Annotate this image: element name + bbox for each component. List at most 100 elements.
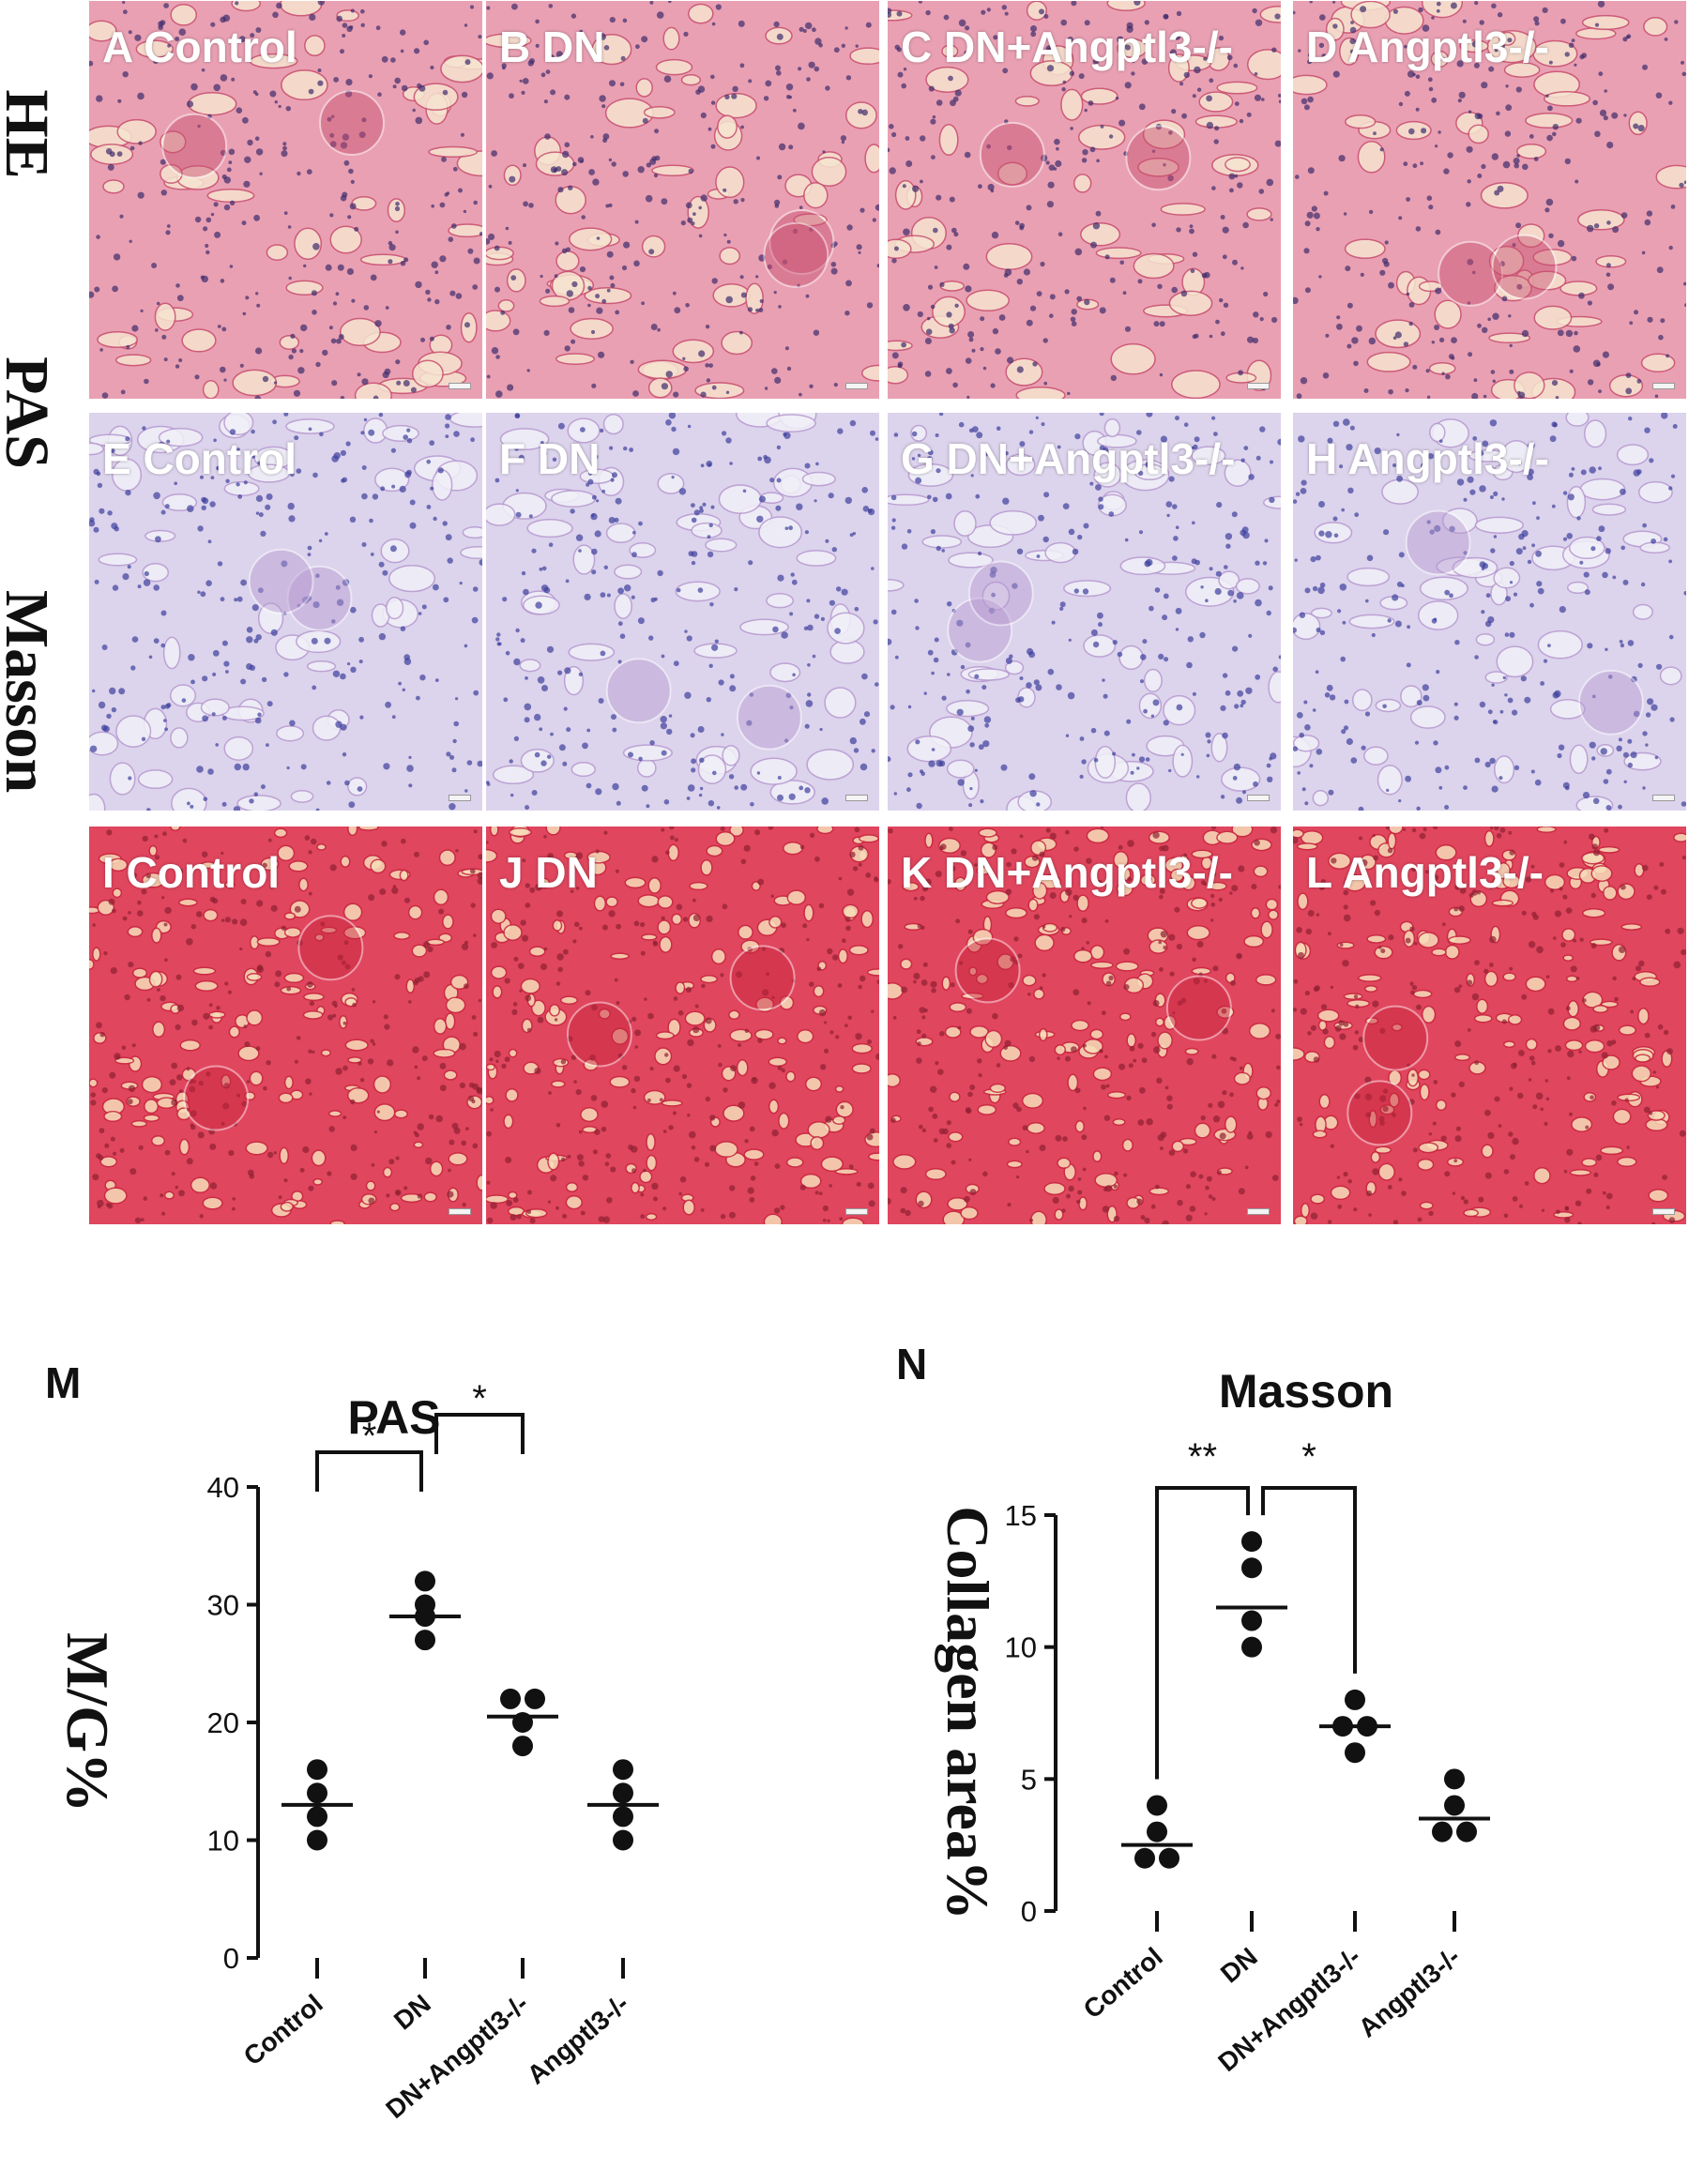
chart-m-data-point	[307, 1806, 327, 1828]
histology-panel-b: B DN	[486, 1, 879, 399]
panel-caption-g: G DN+Angptl3-/-	[901, 434, 1236, 483]
chart-m-data-point	[415, 1630, 435, 1651]
scale-bar	[1247, 383, 1270, 389]
panel-caption-a: A Control	[102, 23, 297, 71]
chart-n-data-point	[1147, 1795, 1167, 1816]
chart-m-data-point	[307, 1782, 327, 1804]
micrograph-image	[486, 1, 879, 399]
chart-n-data-point	[1456, 1821, 1477, 1843]
chart-m-title: PAS	[347, 1391, 440, 1444]
micrograph-image	[89, 827, 482, 1224]
histology-panel-i: I Control	[89, 827, 482, 1224]
micrograph-image	[89, 413, 482, 811]
chart-n-data-point	[1432, 1821, 1453, 1843]
scale-bar	[449, 383, 471, 389]
chart-n-y-tick-label: 15	[1005, 1499, 1037, 1532]
chart-m-significance-bracket	[434, 1413, 525, 1454]
histology-panel-f: F DN	[486, 413, 879, 811]
chart-n-data-point	[1134, 1847, 1155, 1869]
micrograph-image	[1293, 827, 1686, 1224]
panel-caption-k: K DN+Angptl3-/-	[901, 848, 1233, 897]
chart-m-y-tick-label: 30	[207, 1589, 239, 1622]
chart-m-significance-bracket	[315, 1450, 423, 1492]
row-label-pas: PAS	[0, 356, 61, 469]
panel-caption-i: I Control	[102, 848, 281, 897]
chart-n-y-axis-label: Collagen area%	[935, 1506, 1001, 1919]
chart-n-y-tick-label: 10	[1005, 1631, 1037, 1664]
panel-caption-e: E Control	[102, 434, 297, 483]
chart-n-y-tick-label: 0	[1021, 1895, 1037, 1928]
scale-bar	[449, 1208, 471, 1215]
chart-m-x-tick-label: Angptl3-/-	[522, 1989, 634, 2090]
scale-bar	[1652, 1208, 1675, 1215]
panel-caption-l: L Angptl3-/-	[1306, 848, 1544, 897]
histology-panel-k: K DN+Angptl3-/-	[888, 827, 1281, 1224]
row-label-masson: Masson	[0, 589, 61, 794]
chart-n-data-point	[1241, 1610, 1262, 1631]
chart-n-y-tick-label: 5	[1021, 1763, 1037, 1796]
row-label-he: HE	[0, 89, 61, 179]
chart-m-data-point	[415, 1594, 435, 1615]
chart-n-title: Masson	[1219, 1365, 1393, 1418]
chart-n-data-point	[1241, 1531, 1262, 1553]
micrograph-image	[1293, 1, 1686, 399]
scale-bar	[845, 1208, 868, 1215]
chart-n-data-point	[1241, 1636, 1262, 1658]
chart-m-data-point	[307, 1829, 327, 1851]
chart-m-data-point	[415, 1570, 435, 1592]
chart-n-x-tick-label: Control	[1078, 1942, 1168, 2025]
scale-bar	[449, 795, 471, 801]
scale-bar	[845, 795, 868, 801]
chart-n-data-point	[1241, 1557, 1262, 1579]
chart-m-data-point	[512, 1736, 533, 1757]
chart-m-y-tick-label: 0	[223, 1942, 239, 1975]
chart-m-y-tick-label: 40	[207, 1471, 239, 1504]
chart-n-data-point	[1345, 1742, 1365, 1764]
chart-n-data-point	[1345, 1689, 1365, 1710]
scale-bar	[845, 383, 868, 389]
panel-caption-c: C DN+Angptl3-/-	[901, 23, 1233, 71]
chart-n-data-point	[1444, 1795, 1465, 1816]
chart-m-x-tick-label: Control	[238, 1989, 328, 2071]
chart-m-data-point	[613, 1782, 633, 1804]
chart-n-significance-label: **	[1188, 1436, 1217, 1478]
chart-m-data-point	[500, 1688, 521, 1709]
micrograph-image	[486, 827, 879, 1224]
chart-n-x-tick-label: Angptl3-/-	[1353, 1942, 1466, 2043]
chart-m-y-axis-label: M/G%	[54, 1632, 121, 1812]
panel-caption-b: B DN	[499, 23, 605, 71]
histology-panel-g: G DN+Angptl3-/-	[888, 413, 1281, 811]
micrograph-image	[888, 413, 1281, 811]
chart-m-x-tick-label: DN	[388, 1989, 436, 2036]
scale-bar	[1652, 383, 1675, 389]
histology-panel-d: D Angptl3-/-	[1293, 1, 1686, 399]
panel-caption-f: F DN	[499, 434, 601, 483]
chart-m-y-tick-label: 10	[207, 1825, 239, 1858]
chart-n-x-tick-label: DN	[1215, 1942, 1263, 1989]
chart-m-data-point	[307, 1759, 327, 1781]
histology-panel-e: E Control	[89, 413, 482, 811]
scale-bar	[1247, 795, 1270, 801]
chart-m-panel-letter: M	[45, 1358, 81, 1407]
histology-panel-l: L Angptl3-/-	[1293, 827, 1686, 1224]
chart-n-data-point	[1444, 1768, 1465, 1790]
scale-bar	[1247, 1208, 1270, 1215]
panel-caption-d: D Angptl3-/-	[1306, 23, 1549, 71]
chart-n-significance-bracket	[1155, 1486, 1250, 1780]
chart-m-significance-label: *	[472, 1378, 487, 1419]
chart-m-y-tick-label: 20	[207, 1706, 239, 1739]
histology-panel-a: A Control	[89, 1, 482, 399]
chart-m-significance-label: *	[362, 1416, 377, 1457]
histology-panel-h: H Angptl3-/-	[1293, 413, 1686, 811]
panel-caption-h: H Angptl3-/-	[1306, 434, 1549, 483]
micrograph-image	[89, 1, 482, 399]
chart-m-data-point	[613, 1829, 633, 1851]
chart-n-significance-bracket	[1261, 1486, 1357, 1674]
chart-m-data-point	[613, 1759, 633, 1781]
histology-panel-j: J DN	[486, 827, 879, 1224]
scale-bar	[1652, 795, 1675, 801]
micrograph-image	[888, 1, 1281, 399]
chart-m-data-point	[525, 1688, 545, 1709]
chart-n-data-point	[1147, 1821, 1167, 1843]
